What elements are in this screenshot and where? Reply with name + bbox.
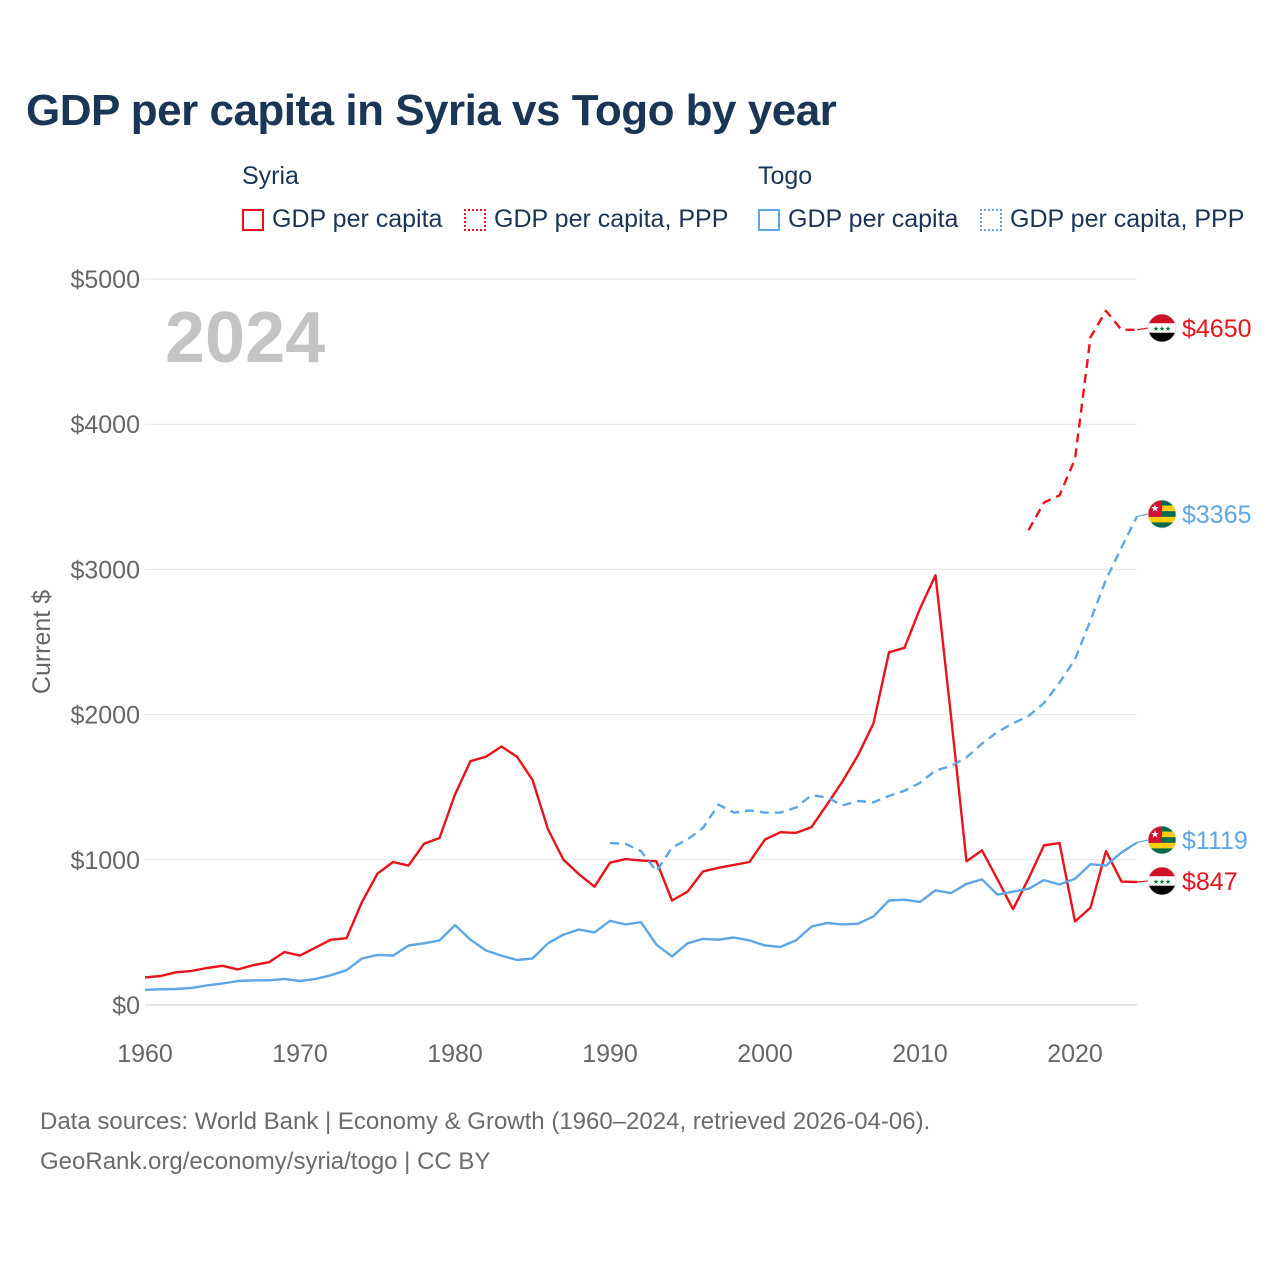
end-markers: ★ ★ ★ $4650★ $3365★ $1119★ ★ ★ $847 bbox=[1136, 313, 1252, 896]
legend-group-syria: Syria bbox=[242, 162, 299, 190]
end-value-label: $1119 bbox=[1182, 827, 1248, 855]
x-tick-labels: 1960 1970 1980 1990 2000 2010 2020 bbox=[117, 1040, 1103, 1068]
leader-line bbox=[1136, 880, 1149, 883]
chart-title: GDP per capita in Syria vs Togo by year bbox=[26, 86, 837, 135]
togo-flag-icon: ★ bbox=[1147, 825, 1177, 855]
legend-group-togo: Togo bbox=[758, 162, 813, 190]
grid-lines bbox=[145, 278, 1137, 1006]
svg-text:★: ★ bbox=[1151, 830, 1160, 841]
y-tick-label: $3000 bbox=[70, 556, 140, 584]
end-value-label: $3365 bbox=[1182, 501, 1252, 529]
end-value-label: $847 bbox=[1182, 868, 1238, 896]
svg-text:★: ★ bbox=[1165, 325, 1171, 333]
y-tick-label: $5000 bbox=[70, 266, 140, 294]
year-watermark: 2024 bbox=[165, 298, 325, 378]
svg-text:★: ★ bbox=[1153, 878, 1159, 886]
syria-flag-icon: ★ ★ ★ bbox=[1147, 313, 1177, 343]
x-tick-label: 1970 bbox=[272, 1040, 328, 1068]
svg-text:★: ★ bbox=[1153, 325, 1159, 333]
legend-item-syria-gdp[interactable]: GDP per capita bbox=[242, 205, 442, 234]
y-tick-label: $4000 bbox=[70, 411, 140, 439]
footer-credit[interactable]: GeoRank.org/economy/syria/togo | CC BY bbox=[40, 1148, 491, 1175]
y-tick-label: $0 bbox=[112, 992, 140, 1020]
legend-label-togo-gdp-ppp: GDP per capita, PPP bbox=[1010, 205, 1245, 233]
x-tick-label: 2010 bbox=[892, 1040, 948, 1068]
legend-swatch-togo-gdp-ppp bbox=[980, 208, 1002, 231]
x-tick-label: 1990 bbox=[582, 1040, 638, 1068]
leader-line bbox=[1136, 327, 1149, 331]
x-tick-label: 2000 bbox=[737, 1040, 793, 1068]
y-tick-label: $2000 bbox=[70, 702, 140, 730]
legend-swatch-syria-gdp-ppp bbox=[464, 208, 486, 231]
svg-text:★: ★ bbox=[1159, 878, 1165, 886]
legend-swatch-togo-gdp bbox=[758, 208, 780, 231]
x-tick-label: 2020 bbox=[1047, 1040, 1103, 1068]
legend-swatch-syria-gdp bbox=[242, 208, 264, 231]
y-tick-label: $1000 bbox=[70, 847, 140, 875]
series-line-3 bbox=[609, 515, 1139, 873]
y-tick-labels: $0 $1000 $2000 $3000 $4000 $5000 bbox=[70, 266, 140, 1020]
x-tick-label: 1960 bbox=[117, 1040, 173, 1068]
legend-item-togo-gdp-ppp[interactable]: GDP per capita, PPP bbox=[980, 205, 1244, 234]
leader-line bbox=[1136, 839, 1149, 844]
footer-sources: Data sources: World Bank | Economy & Gro… bbox=[40, 1108, 931, 1135]
end-value-label: $4650 bbox=[1182, 315, 1252, 343]
y-axis-label: Current $ bbox=[28, 590, 56, 694]
series-line-1 bbox=[1027, 309, 1137, 531]
legend-item-togo-gdp[interactable]: GDP per capita bbox=[758, 205, 958, 234]
legend-item-syria-gdp-ppp[interactable]: GDP per capita, PPP bbox=[464, 205, 728, 234]
svg-text:★: ★ bbox=[1151, 504, 1160, 515]
leader-line bbox=[1136, 513, 1149, 517]
syria-flag-icon: ★ ★ ★ bbox=[1147, 866, 1177, 896]
x-tick-label: 1980 bbox=[427, 1040, 483, 1068]
series-lines bbox=[144, 309, 1139, 991]
legend-label-syria-gdp: GDP per capita bbox=[272, 205, 443, 233]
svg-text:★: ★ bbox=[1159, 325, 1165, 333]
series-line-2 bbox=[144, 841, 1138, 991]
legend-label-togo-gdp: GDP per capita bbox=[788, 205, 959, 233]
togo-flag-icon: ★ bbox=[1147, 499, 1177, 529]
legend-label-syria-gdp-ppp: GDP per capita, PPP bbox=[494, 205, 729, 233]
series-line-0 bbox=[144, 574, 1138, 979]
svg-text:★: ★ bbox=[1165, 878, 1171, 886]
